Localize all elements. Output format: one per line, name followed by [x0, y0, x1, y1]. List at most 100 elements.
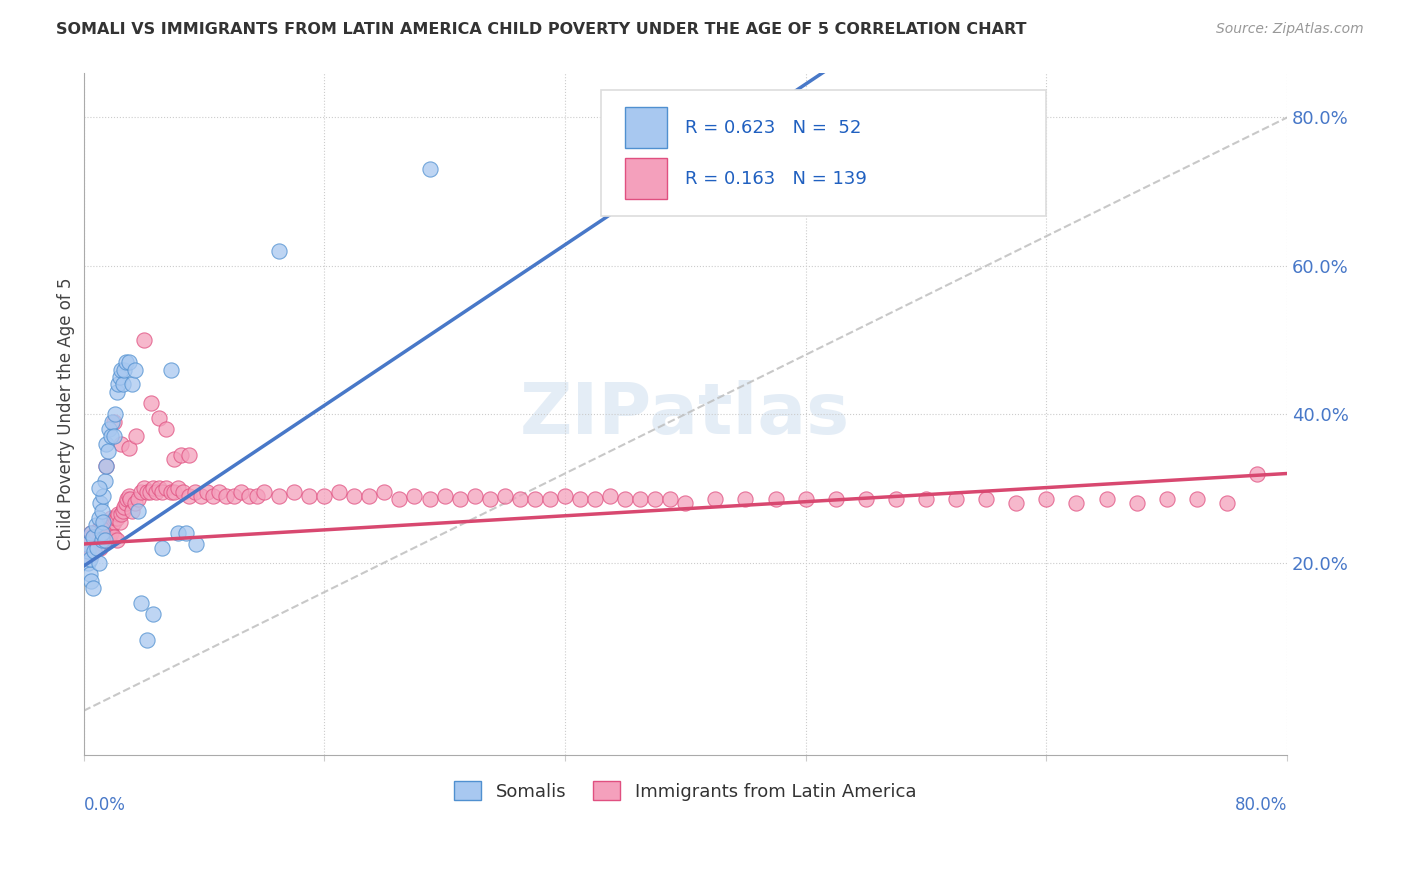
Point [100, 511, 122, 525]
Point [343, 489, 366, 503]
Point [1185, 492, 1208, 507]
Point [82, 530, 104, 544]
Text: R = 0.163   N = 139: R = 0.163 N = 139 [685, 169, 868, 187]
Point [87, 556, 110, 570]
Point [125, 429, 148, 443]
Point [298, 489, 321, 503]
Point [89, 541, 111, 555]
Point [628, 492, 651, 507]
Point [80, 548, 103, 562]
Point [127, 503, 149, 517]
Point [1246, 467, 1268, 481]
Text: 80.0%: 80.0% [1234, 797, 1286, 814]
Point [177, 448, 200, 462]
Point [82, 541, 104, 555]
Point [855, 492, 877, 507]
Point [103, 415, 125, 429]
Point [148, 410, 170, 425]
Point [90, 503, 112, 517]
Point [190, 489, 212, 503]
Point [433, 489, 456, 503]
Point [84, 525, 107, 540]
Point [83, 533, 105, 548]
Point [163, 485, 186, 500]
Point [89, 525, 111, 540]
Text: SOMALI VS IMMIGRANTS FROM LATIN AMERICA CHILD POVERTY UNDER THE AGE OF 5 CORRELA: SOMALI VS IMMIGRANTS FROM LATIN AMERICA … [56, 22, 1026, 37]
Point [150, 485, 173, 500]
Point [659, 492, 682, 507]
Point [80, 525, 103, 540]
Point [84, 537, 107, 551]
Point [583, 492, 606, 507]
Point [388, 492, 411, 507]
Point [132, 333, 155, 347]
Point [915, 492, 938, 507]
Point [98, 530, 121, 544]
Point [554, 489, 576, 503]
Point [1216, 496, 1239, 510]
Point [419, 162, 441, 177]
Point [101, 415, 124, 429]
Point [111, 377, 134, 392]
Point [80, 533, 103, 548]
Point [328, 485, 350, 500]
Point [159, 485, 181, 500]
Point [1035, 492, 1057, 507]
Point [404, 489, 426, 503]
Point [117, 489, 139, 503]
Point [77, 544, 100, 558]
Point [269, 489, 291, 503]
Point [91, 537, 114, 551]
Point [87, 522, 110, 536]
Point [83, 544, 105, 558]
Point [974, 492, 997, 507]
Point [79, 551, 101, 566]
Point [238, 489, 260, 503]
Point [80, 525, 103, 540]
Point [884, 492, 907, 507]
Point [201, 489, 224, 503]
Point [159, 362, 181, 376]
Point [120, 492, 142, 507]
Point [90, 518, 112, 533]
Point [101, 518, 124, 533]
Point [148, 481, 170, 495]
Point [90, 522, 112, 536]
Bar [626, 158, 668, 199]
Point [464, 489, 486, 503]
Point [222, 489, 245, 503]
Point [93, 518, 115, 533]
Point [104, 407, 127, 421]
Point [97, 533, 120, 548]
Point [734, 492, 756, 507]
Point [644, 492, 666, 507]
Point [124, 496, 146, 510]
Point [599, 489, 621, 503]
Point [103, 515, 125, 529]
Point [419, 492, 441, 507]
Point [373, 485, 395, 500]
Point [86, 541, 108, 555]
Point [90, 525, 112, 540]
Point [93, 533, 115, 548]
Point [77, 556, 100, 570]
Point [494, 489, 516, 503]
Point [77, 544, 100, 558]
Text: R = 0.623   N =  52: R = 0.623 N = 52 [685, 119, 862, 136]
Point [135, 485, 157, 500]
Point [269, 244, 291, 258]
Point [91, 522, 114, 536]
Point [172, 485, 194, 500]
Point [93, 474, 115, 488]
Point [150, 541, 173, 555]
Point [1156, 492, 1178, 507]
Point [79, 541, 101, 555]
Point [509, 492, 531, 507]
Point [90, 533, 112, 548]
Point [94, 530, 117, 544]
Point [163, 451, 186, 466]
Point [87, 481, 110, 495]
Point [359, 489, 381, 503]
Point [103, 429, 125, 443]
Point [80, 574, 103, 588]
